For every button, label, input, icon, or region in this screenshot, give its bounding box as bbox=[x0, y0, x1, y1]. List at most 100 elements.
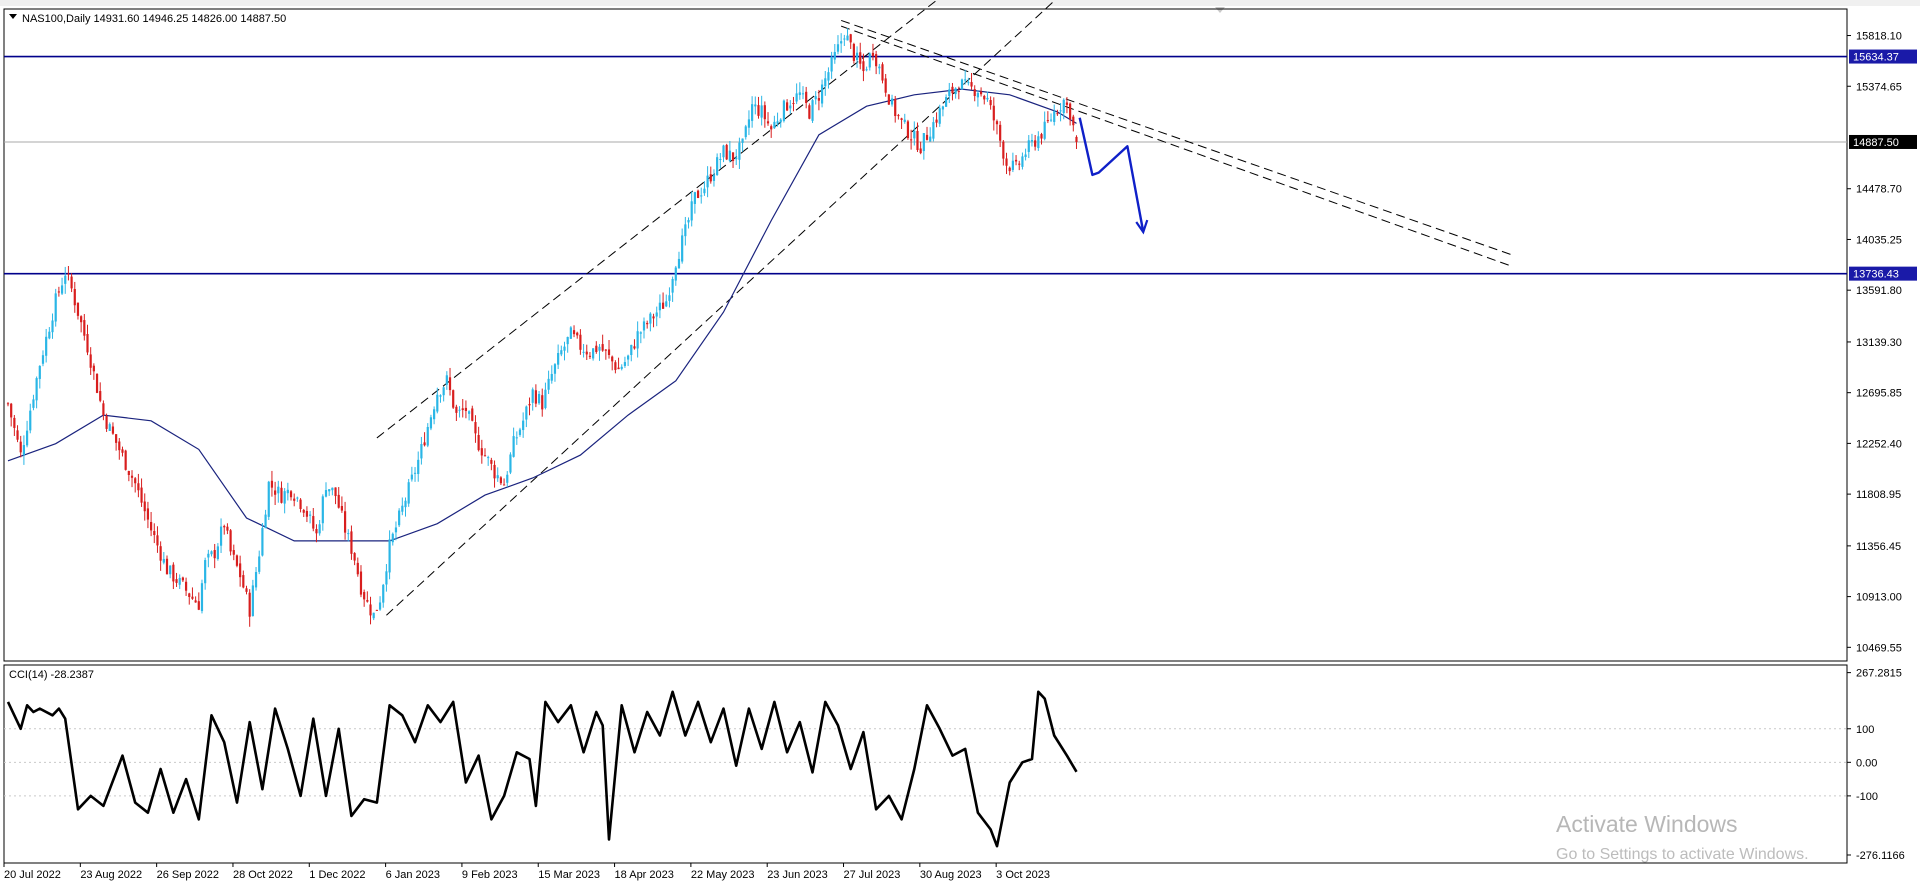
candle-body bbox=[1018, 163, 1021, 165]
candle-body bbox=[83, 320, 86, 336]
candle-body bbox=[881, 64, 884, 81]
candle-body bbox=[191, 596, 194, 599]
candle-body bbox=[60, 285, 64, 294]
candle-body bbox=[13, 417, 16, 428]
candle-body bbox=[719, 159, 722, 161]
cci-tick-label: -276.1166 bbox=[1856, 850, 1905, 862]
candle-body bbox=[916, 130, 919, 151]
price-tick-label: 15818.10 bbox=[1856, 31, 1902, 43]
time-tick-label: 20 Jul 2022 bbox=[4, 869, 61, 881]
candle-body bbox=[992, 105, 995, 121]
candle-body bbox=[429, 417, 433, 429]
candle-body bbox=[22, 445, 25, 455]
candle-body bbox=[448, 377, 452, 391]
candle-body bbox=[722, 145, 725, 158]
candle-body bbox=[890, 98, 894, 105]
projection-arrow-path[interactable] bbox=[1078, 117, 1145, 233]
candle-body bbox=[754, 104, 757, 107]
candle-body bbox=[579, 334, 582, 350]
time-tick-label: 9 Feb 2023 bbox=[462, 869, 518, 881]
candle-body bbox=[999, 124, 1002, 141]
candle-body bbox=[798, 92, 801, 95]
candle-body bbox=[833, 51, 836, 60]
candle-body bbox=[789, 105, 792, 109]
candle-body bbox=[973, 89, 976, 97]
candle-body bbox=[289, 491, 293, 498]
projection-arrow[interactable] bbox=[1078, 117, 1149, 235]
candle-body bbox=[146, 508, 150, 520]
main-plot-frame bbox=[3, 8, 1848, 662]
candle-body bbox=[696, 190, 700, 198]
candle-body bbox=[162, 558, 165, 563]
candle-body bbox=[95, 373, 99, 393]
arrow-head-icon[interactable] bbox=[1135, 219, 1149, 235]
candle-body bbox=[534, 390, 537, 404]
candle-body bbox=[356, 562, 359, 575]
candle-body bbox=[1034, 140, 1037, 147]
candle-body bbox=[585, 351, 588, 355]
candle-body bbox=[751, 104, 754, 121]
candle-body bbox=[375, 609, 378, 611]
time-tick-label: 22 May 2023 bbox=[691, 869, 755, 881]
candle-body bbox=[45, 336, 48, 356]
candle-body bbox=[251, 585, 254, 617]
candle-body bbox=[878, 66, 881, 69]
candle-body bbox=[372, 612, 375, 619]
candle-body bbox=[32, 399, 35, 408]
candle-body bbox=[293, 498, 296, 501]
candle-body bbox=[359, 571, 363, 595]
candle-body bbox=[48, 331, 51, 339]
candle-body bbox=[687, 220, 690, 223]
candle-body bbox=[836, 44, 840, 52]
trendline-channel_upper[interactable] bbox=[376, 0, 962, 439]
dropdown-triangle-icon[interactable] bbox=[9, 14, 17, 19]
candle-body bbox=[661, 302, 665, 309]
candle-body bbox=[41, 355, 45, 364]
candle-body bbox=[73, 288, 76, 306]
candle-body bbox=[550, 373, 553, 381]
candle-body bbox=[270, 480, 274, 488]
price-tick-label: 11808.95 bbox=[1856, 489, 1901, 501]
candle-body bbox=[436, 394, 439, 412]
trendline-descending_b[interactable] bbox=[840, 25, 1513, 267]
candle-body bbox=[490, 459, 493, 464]
candle-body bbox=[407, 482, 410, 504]
candle-body bbox=[665, 301, 668, 307]
candle-body bbox=[159, 546, 162, 561]
candle-body bbox=[954, 88, 957, 95]
candle-body bbox=[738, 142, 741, 160]
candle-body bbox=[903, 119, 906, 122]
candle-body bbox=[324, 490, 328, 497]
price-tick-label: 13139.30 bbox=[1856, 337, 1902, 349]
candle-body bbox=[80, 316, 83, 323]
candle-body bbox=[442, 387, 445, 396]
candle-body bbox=[786, 102, 789, 111]
candle-body bbox=[646, 322, 649, 325]
candle-body bbox=[70, 276, 73, 289]
candle-body bbox=[410, 474, 413, 480]
trendline-descending_a[interactable] bbox=[840, 19, 1513, 256]
candle-body bbox=[1075, 136, 1078, 142]
price-tick-label: 11356.45 bbox=[1856, 541, 1901, 553]
candle-body bbox=[569, 327, 572, 339]
candle-body bbox=[515, 437, 518, 439]
candle-body bbox=[763, 105, 766, 120]
time-tick-label: 23 Jun 2023 bbox=[767, 869, 828, 881]
candle-body bbox=[413, 472, 417, 474]
candle-body bbox=[200, 583, 204, 612]
candle-body bbox=[404, 500, 407, 508]
grid-lines bbox=[4, 728, 1847, 797]
candle-body bbox=[671, 278, 674, 293]
candle-body bbox=[827, 72, 830, 81]
candle-body bbox=[143, 501, 146, 512]
cci-label: CCI(14) -28.2387 bbox=[9, 669, 94, 681]
candle-body bbox=[1059, 110, 1062, 112]
candle-body bbox=[378, 602, 382, 610]
candle-body bbox=[296, 497, 299, 499]
candle-body bbox=[728, 150, 731, 161]
candle-body bbox=[204, 560, 207, 584]
price-tick-label: 12252.40 bbox=[1856, 438, 1902, 450]
candle-body bbox=[194, 600, 197, 603]
